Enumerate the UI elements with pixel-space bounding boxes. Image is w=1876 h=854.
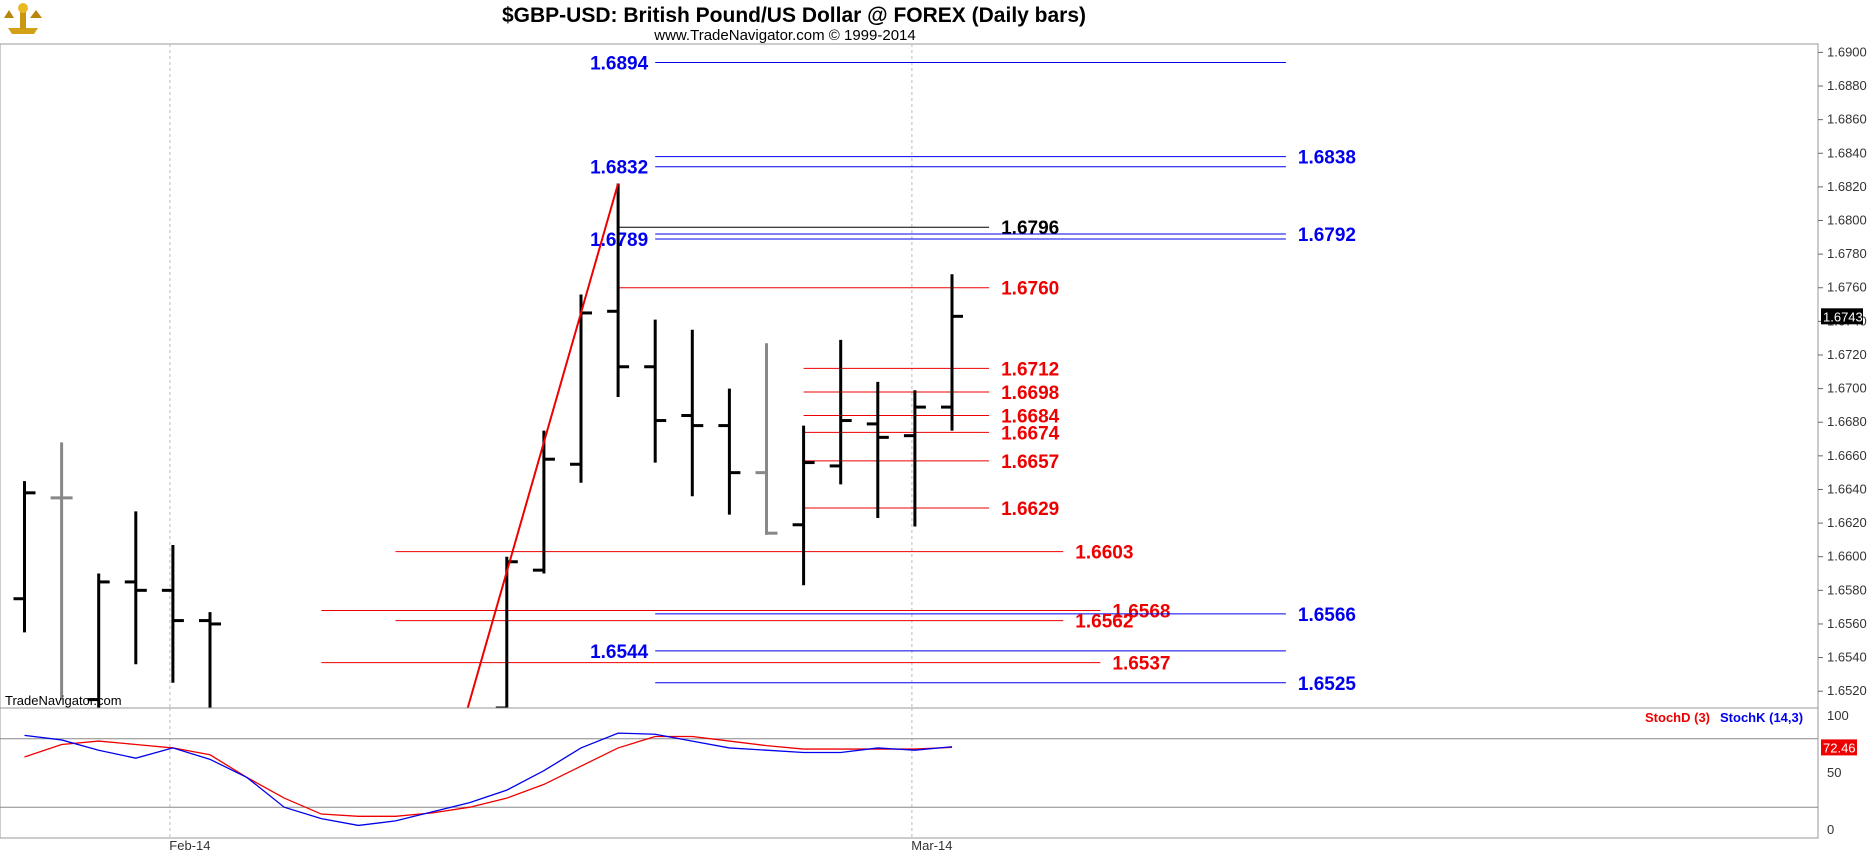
- stochastic-tick-label: 100: [1827, 708, 1849, 723]
- level-label: 1.6544: [590, 642, 649, 663]
- level-label: 1.6566: [1298, 605, 1356, 626]
- level-label: 1.6698: [1001, 383, 1059, 404]
- y-tick-label: 1.6660: [1827, 448, 1867, 463]
- last-price-label: 1.6743: [1823, 309, 1863, 324]
- legend-stochk: StochK (14,3): [1720, 710, 1803, 725]
- level-label: 1.6629: [1001, 499, 1059, 520]
- y-tick-label: 1.6640: [1827, 481, 1867, 496]
- level-label: 1.6838: [1298, 148, 1356, 169]
- y-tick-label: 1.6620: [1827, 515, 1867, 530]
- y-tick-label: 1.6520: [1827, 683, 1867, 698]
- level-label: 1.6760: [1001, 279, 1059, 300]
- stochk-line: [24, 732, 953, 827]
- level-label: 1.6894: [590, 53, 649, 74]
- y-tick-label: 1.6840: [1827, 145, 1867, 160]
- y-tick-label: 1.6880: [1827, 78, 1867, 93]
- y-tick-label: 1.6780: [1827, 246, 1867, 261]
- y-tick-label: 1.6580: [1827, 582, 1867, 597]
- y-tick-label: 1.6860: [1827, 112, 1867, 127]
- stochastic-tick-label: 0: [1827, 822, 1834, 837]
- x-tick-label: Mar-14: [911, 838, 952, 853]
- y-tick-label: 1.6820: [1827, 179, 1867, 194]
- stochastic-legend: StochD (3) StochK (14,3): [1645, 710, 1803, 725]
- x-tick-label: Feb-14: [169, 838, 210, 853]
- stochastic-pane: [0, 707, 1819, 839]
- level-label: 1.6832: [590, 158, 648, 179]
- header-band: [0, 0, 1876, 44]
- legend-stochd: StochD (3): [1645, 710, 1710, 725]
- price-axis: 1.6900 1.6880 1.6860 1.6840 1.6820 1.6800 1.67…: [1818, 44, 1867, 698]
- y-tick-label: 1.6900: [1827, 44, 1867, 59]
- trendline: [466, 183, 620, 709]
- trendline-segment: [466, 183, 620, 709]
- level-label: 1.6684: [1001, 407, 1060, 428]
- stochd-line: [24, 735, 953, 817]
- y-tick-label: 1.6720: [1827, 347, 1867, 362]
- stochastic-lines: [24, 732, 953, 827]
- y-tick-label: 1.6680: [1827, 414, 1867, 429]
- y-tick-label: 1.6540: [1827, 650, 1867, 665]
- level-lines: 1.68941.68321.68381.67961.67891.67921.67…: [321, 53, 1357, 695]
- level-label: 1.6568: [1112, 602, 1170, 623]
- y-tick-label: 1.6600: [1827, 549, 1867, 564]
- last-price-box: [1821, 308, 1863, 325]
- y-tick-label: 1.6560: [1827, 616, 1867, 631]
- price-pane: [0, 43, 1819, 709]
- level-label: 1.6562: [1075, 612, 1133, 633]
- price-bars: [13, 183, 963, 710]
- level-label: 1.6712: [1001, 359, 1059, 380]
- stochastic-last-value-label: 72.46: [1823, 740, 1856, 755]
- price-grid: [169, 44, 913, 708]
- stochastic-axis: 100 50 0 72.46: [1821, 708, 1857, 837]
- y-tick-label: 1.6800: [1827, 213, 1867, 228]
- level-label: 1.6525: [1298, 674, 1357, 695]
- level-label: 1.6792: [1298, 225, 1356, 246]
- chart-subtitle: www.TradeNavigator.com © 1999-2014: [653, 27, 915, 44]
- level-label: 1.6796: [1001, 218, 1059, 239]
- stochastic-last-value-box: [1821, 739, 1857, 756]
- trade-navigator-logo-icon: [4, 3, 42, 34]
- stochastic-grid: [0, 708, 1818, 838]
- chart-title: $GBP-USD: British Pound/US Dollar @ FORE…: [502, 4, 1086, 27]
- level-label: 1.6537: [1112, 654, 1170, 675]
- y-tick-label: 1.6760: [1827, 280, 1867, 295]
- y-tick-label: 1.6700: [1827, 381, 1867, 396]
- level-label: 1.6657: [1001, 452, 1059, 473]
- level-label: 1.6603: [1075, 543, 1133, 564]
- watermark: TradeNavigator.com: [5, 693, 122, 708]
- level-label: 1.6674: [1001, 423, 1060, 444]
- x-axis: Feb-14 Mar-14: [169, 838, 952, 853]
- stochastic-tick-label: 50: [1827, 765, 1841, 780]
